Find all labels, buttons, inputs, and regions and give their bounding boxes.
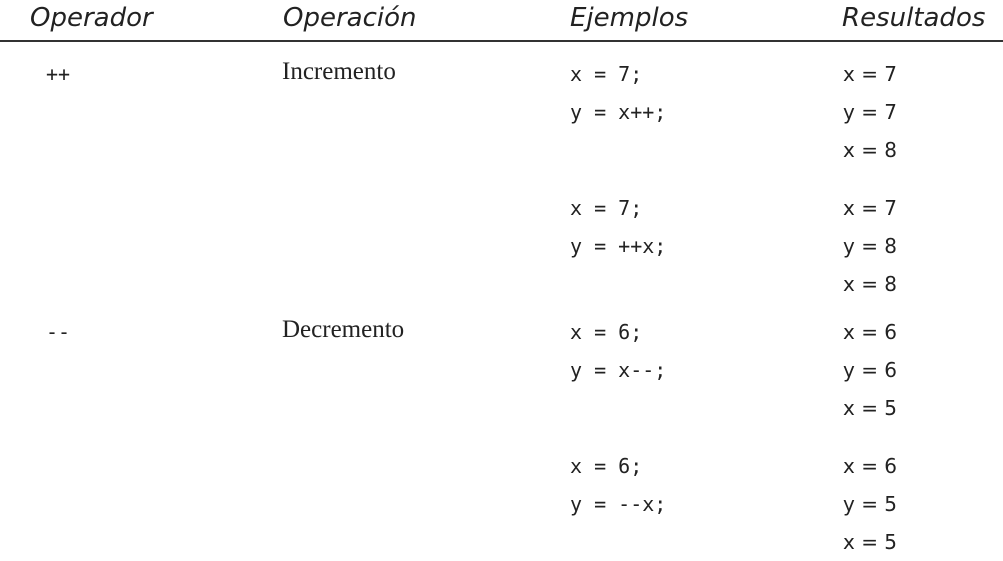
- example-line: x = 6;: [570, 320, 643, 344]
- example-line: x = 7;: [570, 62, 643, 86]
- header-examples: Ejemplos: [570, 3, 689, 33]
- result-line: y = 8: [843, 234, 898, 258]
- result-line: x = 7: [843, 196, 898, 220]
- example-line: y = x++;: [570, 100, 667, 124]
- header-results: Resultados: [842, 3, 986, 33]
- result-line: x = 5: [843, 396, 898, 420]
- operation-decrement: Decremento: [282, 316, 405, 343]
- result-line: x = 7: [843, 62, 898, 86]
- result-line: y = 6: [843, 358, 898, 382]
- example-line: x = 6;: [570, 454, 643, 478]
- example-line: x = 7;: [570, 196, 643, 220]
- operation-increment: Incremento: [282, 58, 396, 85]
- result-line: x = 8: [843, 272, 898, 296]
- example-line: y = x--;: [570, 358, 667, 382]
- header-operator: Operador: [30, 3, 153, 33]
- example-line: y = ++x;: [570, 234, 667, 258]
- operator-decrement: --: [46, 320, 71, 344]
- result-line: x = 8: [843, 138, 898, 162]
- result-line: x = 5: [843, 530, 898, 554]
- header-rule: [0, 40, 1003, 42]
- result-line: x = 6: [843, 320, 898, 344]
- operator-increment: ++: [46, 62, 71, 86]
- result-line: y = 5: [843, 492, 898, 516]
- example-line: y = --x;: [570, 492, 667, 516]
- result-line: y = 7: [843, 100, 898, 124]
- result-line: x = 6: [843, 454, 898, 478]
- header-operation: Operación: [283, 3, 417, 33]
